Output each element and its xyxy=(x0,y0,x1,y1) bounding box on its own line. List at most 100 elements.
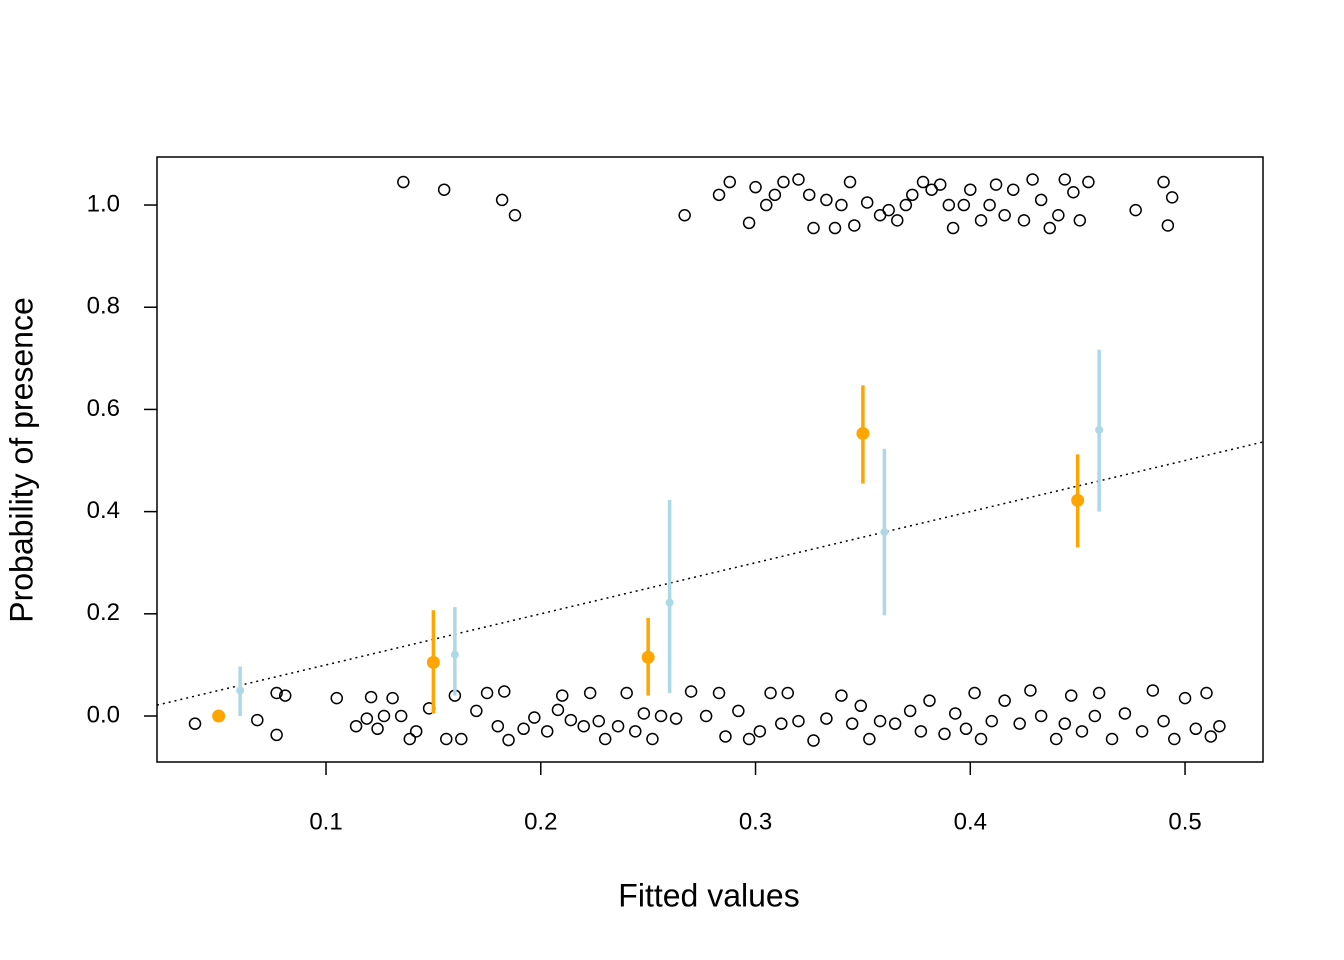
point xyxy=(540,725,554,738)
point xyxy=(495,193,509,207)
point xyxy=(1058,717,1072,730)
point xyxy=(1157,714,1170,728)
mean-point xyxy=(212,709,226,723)
point xyxy=(985,714,999,728)
point xyxy=(998,209,1011,222)
y-tick-label: 0.4 xyxy=(87,497,120,524)
point xyxy=(983,198,996,212)
point xyxy=(820,712,833,725)
point xyxy=(974,214,988,227)
x-tick-label: 0.5 xyxy=(1168,808,1201,835)
y-tick-label: 0.8 xyxy=(87,293,120,320)
point xyxy=(251,713,264,727)
point xyxy=(1165,191,1179,204)
y-tick-label: 0.6 xyxy=(87,395,120,422)
point xyxy=(1043,221,1056,235)
point xyxy=(835,198,848,212)
y-axis-title: Probability of presence xyxy=(3,297,39,623)
point xyxy=(933,178,947,191)
point xyxy=(1157,175,1170,189)
point xyxy=(1013,717,1026,730)
point xyxy=(1118,707,1132,720)
point xyxy=(1058,173,1072,186)
point xyxy=(1026,173,1039,186)
point xyxy=(1064,689,1078,702)
point xyxy=(888,717,902,730)
point xyxy=(775,717,788,730)
point xyxy=(964,183,977,196)
point xyxy=(742,216,756,230)
point xyxy=(440,732,453,746)
x-tick-label: 0.1 xyxy=(309,808,342,835)
point xyxy=(349,719,363,733)
point xyxy=(1129,203,1142,217)
point xyxy=(583,686,597,700)
point xyxy=(768,188,782,202)
reference-line xyxy=(156,441,1264,706)
point xyxy=(1213,719,1226,733)
point xyxy=(1146,684,1160,697)
point xyxy=(1017,214,1031,227)
mean-point xyxy=(450,650,459,659)
point xyxy=(1200,686,1213,700)
point xyxy=(1161,219,1175,232)
x-tick-label: 0.3 xyxy=(739,808,772,835)
point xyxy=(914,725,928,738)
y-tick-label: 1.0 xyxy=(87,190,120,217)
mean-point xyxy=(880,528,889,537)
point xyxy=(860,196,874,209)
point xyxy=(1135,725,1149,738)
point xyxy=(684,685,698,698)
point xyxy=(863,732,876,746)
point xyxy=(845,717,859,730)
point xyxy=(1034,709,1048,723)
point xyxy=(1092,686,1106,700)
point xyxy=(873,714,887,728)
point xyxy=(270,686,283,700)
point xyxy=(764,686,777,700)
point xyxy=(749,180,762,194)
point xyxy=(903,704,917,718)
point xyxy=(564,713,578,727)
point xyxy=(437,183,451,196)
point xyxy=(781,686,794,700)
x-tick-label: 0.4 xyxy=(954,808,987,835)
point xyxy=(491,719,505,733)
point xyxy=(906,188,919,202)
point xyxy=(998,694,1011,707)
point xyxy=(916,175,930,189)
point xyxy=(1073,214,1087,227)
point xyxy=(1067,186,1080,199)
point xyxy=(611,719,625,733)
mean-point xyxy=(641,650,655,664)
point xyxy=(278,689,292,702)
point xyxy=(480,686,494,700)
point xyxy=(723,175,737,189)
point xyxy=(753,725,767,738)
point xyxy=(1204,730,1218,743)
point xyxy=(854,699,868,713)
point xyxy=(1105,732,1119,746)
point xyxy=(923,694,936,707)
point xyxy=(330,691,344,705)
point xyxy=(968,686,981,700)
point xyxy=(377,709,391,723)
mean-point xyxy=(1071,493,1085,507)
mean-point xyxy=(426,655,440,669)
point xyxy=(678,209,691,222)
x-tick-label: 0.2 xyxy=(524,808,557,835)
point xyxy=(654,709,668,723)
point xyxy=(719,730,732,743)
mean-point xyxy=(1095,425,1104,434)
point xyxy=(957,198,971,212)
point xyxy=(270,728,283,742)
mean-point xyxy=(665,598,674,607)
point xyxy=(517,722,530,736)
point xyxy=(1052,209,1065,222)
point xyxy=(974,732,988,746)
point xyxy=(455,732,468,746)
point xyxy=(712,188,726,202)
point xyxy=(188,717,202,730)
point xyxy=(394,709,408,723)
